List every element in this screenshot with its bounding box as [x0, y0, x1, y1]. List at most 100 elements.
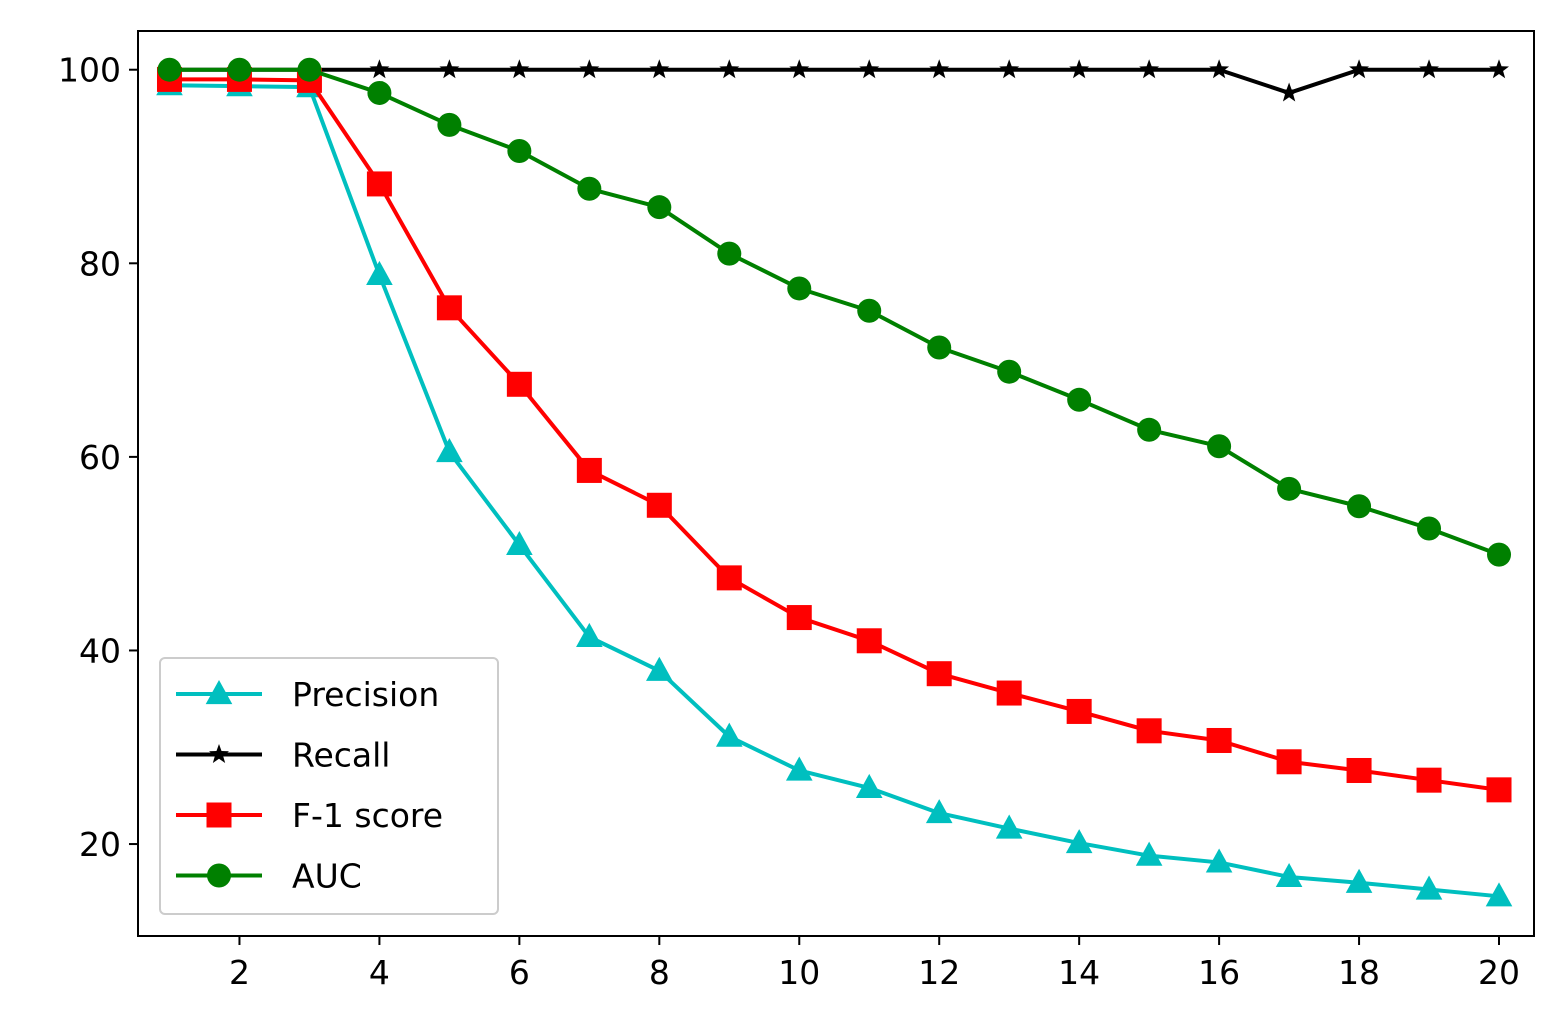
auc-point — [647, 195, 672, 220]
f-1-score-point — [366, 171, 392, 197]
auc-point — [1067, 387, 1092, 412]
x-tick-label: 2 — [229, 953, 250, 992]
legend-marker-precision — [205, 680, 233, 705]
auc-point — [1487, 542, 1512, 567]
precision-point — [925, 799, 953, 824]
precision-series — [156, 71, 1513, 907]
legend-marker-auc — [207, 863, 231, 888]
recall-line — [169, 67, 1500, 95]
auc-point — [787, 276, 812, 301]
y-tick-label: 40 — [79, 631, 121, 670]
legend-marker-recall — [209, 744, 229, 763]
legend-label-f-1-score: F-1 score — [292, 796, 443, 835]
recall-point — [1279, 82, 1300, 102]
recall-point — [1139, 59, 1160, 79]
legend: Precision Recall F-1 score AUC — [159, 657, 499, 915]
recall-point — [789, 59, 810, 79]
precision-point — [506, 530, 533, 556]
precision-point — [1415, 875, 1443, 900]
recall-series — [159, 59, 1509, 102]
auc-point — [1277, 476, 1302, 501]
y-tick-label: 20 — [79, 825, 121, 864]
series-layer — [156, 57, 1513, 907]
f-1-score-point — [1136, 718, 1162, 744]
f-1-score-point — [506, 371, 532, 397]
auc-point — [1417, 516, 1442, 541]
f-1-score-point — [1486, 777, 1512, 803]
auc-point — [437, 112, 462, 137]
precision-point — [1205, 848, 1233, 873]
x-tick-label: 10 — [778, 953, 820, 992]
precision-point — [1065, 829, 1093, 854]
legend-marker-f-1-score — [206, 802, 232, 828]
precision-point — [576, 622, 603, 647]
x-tick-label: 8 — [649, 953, 670, 992]
auc-point — [1347, 494, 1372, 519]
legend-label-recall: Recall — [292, 736, 390, 775]
f-1-score-point — [926, 661, 952, 687]
x-tick-label: 20 — [1478, 953, 1520, 992]
auc-point — [927, 335, 952, 360]
f-1-score-point — [1276, 749, 1302, 775]
auc-point — [857, 298, 882, 323]
f-1-score-point — [1206, 727, 1232, 753]
x-tick-label: 14 — [1058, 953, 1100, 992]
x-tick-label: 16 — [1198, 953, 1240, 992]
recall-point — [1209, 59, 1230, 79]
f-1-score-point — [1066, 698, 1092, 724]
recall-point — [1069, 59, 1090, 79]
auc-point — [367, 80, 392, 105]
y-tick-label: 60 — [79, 438, 121, 477]
recall-point — [859, 59, 880, 79]
recall-point — [509, 59, 530, 79]
x-tick-label: 12 — [918, 953, 960, 992]
x-tick-label: 4 — [369, 953, 390, 992]
f-1-score-point — [716, 565, 742, 591]
f-1-score-point — [576, 457, 602, 483]
legend-label-auc: AUC — [292, 857, 362, 896]
x-tick-label: 18 — [1338, 953, 1380, 992]
precision-point — [1345, 868, 1373, 893]
y-tick-label: 80 — [79, 244, 121, 283]
precision-point — [436, 438, 463, 463]
f-1-score-point — [996, 680, 1022, 706]
auc-point — [1207, 434, 1232, 459]
precision-line — [169, 83, 1500, 899]
precision-point — [1485, 882, 1513, 907]
axis-ticks: 2 4 6 8 10 12 14 16 18 20 20 40 60 80 100 — [58, 51, 1520, 992]
legend-box — [159, 657, 499, 915]
recall-point — [369, 59, 390, 79]
legend-entry-recall: Recall — [176, 736, 390, 775]
auc-series — [157, 57, 1512, 567]
f-1-score-point — [856, 628, 882, 654]
auc-point — [157, 57, 182, 82]
f-1-score-point — [646, 492, 672, 518]
recall-point — [439, 59, 460, 79]
precision-point — [1275, 862, 1303, 888]
auc-point — [1137, 417, 1162, 442]
precision-point — [646, 656, 673, 681]
legend-entry-f-1-score: F-1 score — [176, 796, 443, 835]
precision-point — [855, 773, 883, 798]
recall-point — [719, 59, 740, 79]
legend-label-precision: Precision — [292, 675, 439, 714]
recall-point — [649, 59, 670, 79]
precision-point — [785, 756, 813, 781]
f-1-score-point — [1416, 767, 1442, 793]
recall-point — [999, 59, 1020, 79]
f-1-score-point — [1346, 757, 1372, 783]
recall-point — [929, 59, 950, 79]
recall-point — [579, 59, 600, 79]
precision-point — [366, 260, 393, 285]
plot-area-frame — [137, 30, 1535, 937]
auc-point — [577, 176, 602, 201]
precision-point — [1135, 841, 1163, 866]
auc-point — [997, 359, 1022, 384]
precision-point — [715, 722, 743, 747]
auc-point — [227, 57, 252, 82]
auc-point — [297, 57, 322, 82]
auc-point — [717, 241, 742, 266]
auc-point — [507, 139, 532, 164]
x-tick-label: 6 — [509, 953, 530, 992]
